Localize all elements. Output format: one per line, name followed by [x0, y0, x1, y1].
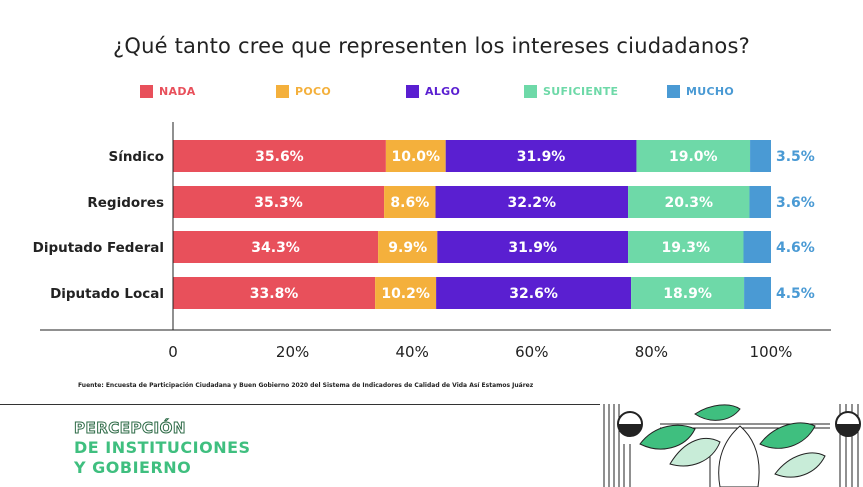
legend-item-nada: NADA	[140, 84, 196, 98]
data-label: 3.5%	[776, 149, 815, 165]
bar-segment-mucho	[743, 231, 771, 263]
legend-item-mucho: MUCHO	[667, 84, 734, 98]
legend-swatch	[406, 84, 419, 98]
bar-segment-nada	[173, 231, 379, 263]
bar-segment-algo	[437, 231, 629, 263]
chart-title: ¿Qué tanto cree que representen los inte…	[113, 34, 750, 58]
legend-item-suficiente: SUFICIENTE	[524, 84, 618, 98]
footer-title-line3: Y GOBIERNO	[74, 458, 192, 477]
data-label: 33.8%	[250, 286, 299, 302]
bar-segment-suficiente	[628, 231, 744, 263]
footer-title-line2: DE INSTITUCIONES	[74, 438, 251, 457]
legend-swatch	[667, 84, 680, 98]
data-label: 32.6%	[509, 286, 558, 302]
chart-legend: NADA POCO ALGO SUFICIENTE MUCHO	[0, 84, 863, 100]
data-label: 10.2%	[381, 286, 430, 302]
data-label: 19.0%	[669, 149, 718, 165]
x-tick-label: 80%	[635, 343, 668, 361]
stacked-bar-chart: Síndico 35.6% 10.0% 31.9% 19.0% 3.5% Regidores…	[33, 122, 831, 361]
legend-swatch	[524, 84, 537, 98]
legend-label: SUFICIENTE	[543, 84, 619, 98]
legend-item-poco: POCO	[276, 84, 331, 98]
bar-segment-poco	[384, 186, 436, 218]
bar-segment-nada	[173, 140, 386, 172]
footer-title: PERCEPCIÓN DE INSTITUCIONES Y GOBIERNO	[74, 418, 251, 478]
bar-segment-nada	[173, 186, 385, 218]
x-tick-label: 100%	[750, 343, 793, 361]
x-tick-label: 40%	[396, 343, 429, 361]
x-tick-label: 60%	[515, 343, 548, 361]
data-label: 10.0%	[391, 149, 440, 165]
data-label: 8.6%	[390, 195, 429, 211]
bar-segment-mucho	[750, 140, 771, 172]
bar-segment-algo	[445, 140, 637, 172]
data-label: 19.3%	[661, 240, 710, 256]
data-label: 31.9%	[517, 149, 566, 165]
bar-segment-suficiente	[636, 140, 751, 172]
source-note: Fuente: Encuesta de Participación Ciudad…	[78, 382, 534, 389]
legend-label: MUCHO	[686, 84, 735, 98]
x-tick-label: 0	[168, 343, 178, 361]
category-label: Diputado Federal	[33, 240, 164, 256]
data-label: 20.3%	[664, 195, 713, 211]
category-label: Síndico	[108, 149, 164, 165]
bar-segment-mucho	[749, 186, 771, 218]
bar-segment-suficiente	[628, 186, 750, 218]
data-label: 35.6%	[255, 149, 304, 165]
data-label: 4.5%	[776, 286, 815, 302]
data-label: 4.6%	[776, 240, 815, 256]
data-label: 35.3%	[254, 195, 303, 211]
leaf-pattern-icon	[600, 404, 863, 487]
bar-segment-algo	[436, 277, 632, 309]
data-label: 18.9%	[663, 286, 712, 302]
x-tick-label: 20%	[276, 343, 309, 361]
data-label: 34.3%	[251, 240, 300, 256]
bar-segment-poco	[385, 140, 446, 172]
legend-label: POCO	[295, 84, 332, 98]
category-label: Regidores	[87, 195, 164, 211]
footer-title-line1: PERCEPCIÓN	[74, 419, 186, 438]
category-label: Diputado Local	[50, 286, 164, 302]
footer-divider	[0, 404, 863, 405]
bar-segment-poco	[378, 231, 438, 263]
data-label: 32.2%	[508, 195, 557, 211]
bar-segment-mucho	[744, 277, 771, 309]
bar-segment-nada	[173, 277, 376, 309]
legend-swatch	[140, 84, 153, 98]
bar-segment-poco	[375, 277, 437, 309]
bar-segment-algo	[435, 186, 629, 218]
legend-swatch	[276, 84, 289, 98]
legend-label: NADA	[159, 84, 196, 98]
bar-segment-suficiente	[631, 277, 745, 309]
legend-label: ALGO	[425, 84, 461, 98]
data-label: 3.6%	[776, 195, 815, 211]
legend-item-algo: ALGO	[406, 84, 460, 98]
data-label: 9.9%	[388, 240, 427, 256]
data-label: 31.9%	[508, 240, 557, 256]
